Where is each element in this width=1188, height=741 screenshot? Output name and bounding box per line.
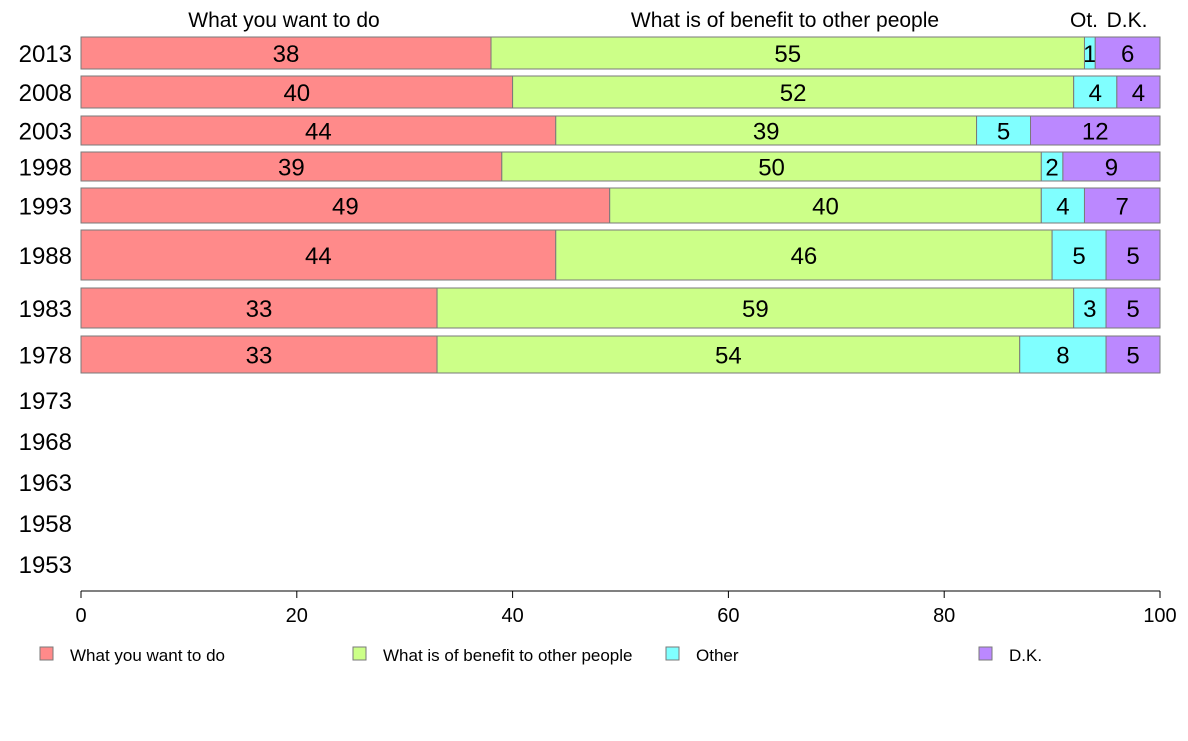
bar-value-label: 44 [305, 119, 332, 146]
bar-segment [555, 115, 978, 146]
bar-value-label: 39 [278, 155, 305, 182]
x-tick-label: 20 [286, 605, 308, 627]
bar-value-label: 4 [1089, 80, 1102, 107]
bar-segment [976, 115, 1032, 146]
bar-value-label: 40 [812, 194, 839, 221]
legend-label: D.K. [1009, 646, 1042, 665]
bar-segment [80, 151, 503, 182]
bar-segment [80, 115, 557, 146]
bar-value-label: 8 [1056, 343, 1069, 370]
bar-value-label: 1 [1083, 41, 1096, 68]
bar-segment [80, 287, 438, 329]
year-label: 1958 [19, 511, 72, 538]
bar-segment [609, 187, 1042, 224]
bar-value-label: 7 [1116, 194, 1129, 221]
bar-segment [80, 335, 438, 374]
legend: What you want to do What is of benefit to… [39, 646, 1042, 665]
bar-segment [1083, 187, 1161, 224]
bar-value-label: 2 [1045, 155, 1058, 182]
bar-segment [80, 187, 611, 224]
bar-value-label: 40 [283, 80, 310, 107]
bar-value-label: 49 [332, 194, 359, 221]
year-labels: 2013 2008 2003 1998 1993 1988 1983 1978 1973 1968… [19, 41, 72, 579]
year-label: 2003 [19, 119, 72, 146]
year-label: 1983 [19, 296, 72, 323]
bar-value-label: 50 [758, 155, 785, 182]
bar-value-label: 38 [273, 41, 300, 68]
bar-value-label: 6 [1121, 41, 1134, 68]
x-axis: 0 20 40 60 80 100 [75, 590, 1177, 627]
legend-swatch [39, 646, 54, 661]
year-label: 1993 [19, 194, 72, 221]
year-label: 2008 [19, 80, 72, 107]
bar-segment [1105, 229, 1161, 281]
legend-swatch [352, 646, 367, 661]
x-tick-label: 60 [717, 605, 739, 627]
bar-segment [436, 287, 1075, 329]
bar-value-label: 44 [305, 243, 332, 270]
bar-value-label: 9 [1105, 155, 1118, 182]
legend-label: What is of benefit to other people [383, 646, 633, 665]
bar-value-label: 54 [715, 343, 742, 370]
bar-segment [1105, 335, 1161, 374]
legend-label: What you want to do [70, 646, 225, 665]
bar-segment [501, 151, 1042, 182]
bar-segment [1040, 187, 1085, 224]
bar-value-label: 46 [791, 243, 818, 270]
year-label: 1978 [19, 343, 72, 370]
bar-value-label: 5 [1126, 243, 1139, 270]
bar-segment [1073, 287, 1107, 329]
bar-segment [436, 335, 1021, 374]
bar-segment [1030, 115, 1161, 146]
x-tick-label: 80 [933, 605, 955, 627]
bar-value-label: 4 [1132, 80, 1145, 107]
bar-segment [1105, 287, 1161, 329]
x-tick-label: 100 [1143, 605, 1176, 627]
year-label: 1988 [19, 243, 72, 270]
bar-value-label: 3 [1083, 296, 1096, 323]
column-header-label: What is of benefit to other people [631, 9, 939, 32]
bar-value-label: 12 [1082, 119, 1109, 146]
bar-value-label: 59 [742, 296, 769, 323]
bar-value-label: 5 [1126, 296, 1139, 323]
bar-value-label: 55 [774, 41, 801, 68]
legend-label: Other [696, 646, 739, 665]
bar-value-label: 52 [780, 80, 807, 107]
bar-segment [80, 229, 557, 281]
x-tick-label: 40 [501, 605, 523, 627]
bar-value-label: 39 [753, 119, 780, 146]
bar-segment [512, 75, 1075, 109]
column-header-label: What you want to do [188, 9, 379, 32]
bar-segment [1116, 75, 1161, 109]
bar-value-label: 33 [246, 296, 273, 323]
year-label: 1998 [19, 155, 72, 182]
bar-segment [490, 36, 1085, 70]
bar-segment [1094, 36, 1161, 70]
bar-segment [555, 229, 1053, 281]
column-header-label: D.K. [1107, 9, 1148, 32]
year-label: 1953 [19, 552, 72, 579]
bar-value-label: 4 [1056, 194, 1069, 221]
year-label: 1968 [19, 429, 72, 456]
column-header-label: Ot. [1070, 9, 1098, 32]
year-label: 1973 [19, 388, 72, 415]
bar-segment [1062, 151, 1161, 182]
bar-value-label: 33 [246, 343, 273, 370]
x-tick-label: 0 [75, 605, 86, 627]
bar-segment [1019, 335, 1107, 374]
bar-segment [80, 36, 492, 70]
legend-swatch [665, 646, 680, 661]
column-header-labels: What you want to do What is of benefit to… [188, 9, 1147, 32]
year-label: 2013 [19, 41, 72, 68]
bar-value-label: 5 [1126, 343, 1139, 370]
bar-segment [1073, 75, 1118, 109]
bar-value-label: 5 [997, 119, 1010, 146]
legend-swatch [978, 646, 993, 661]
bar-value-label: 5 [1072, 243, 1085, 270]
year-label: 1963 [19, 470, 72, 497]
